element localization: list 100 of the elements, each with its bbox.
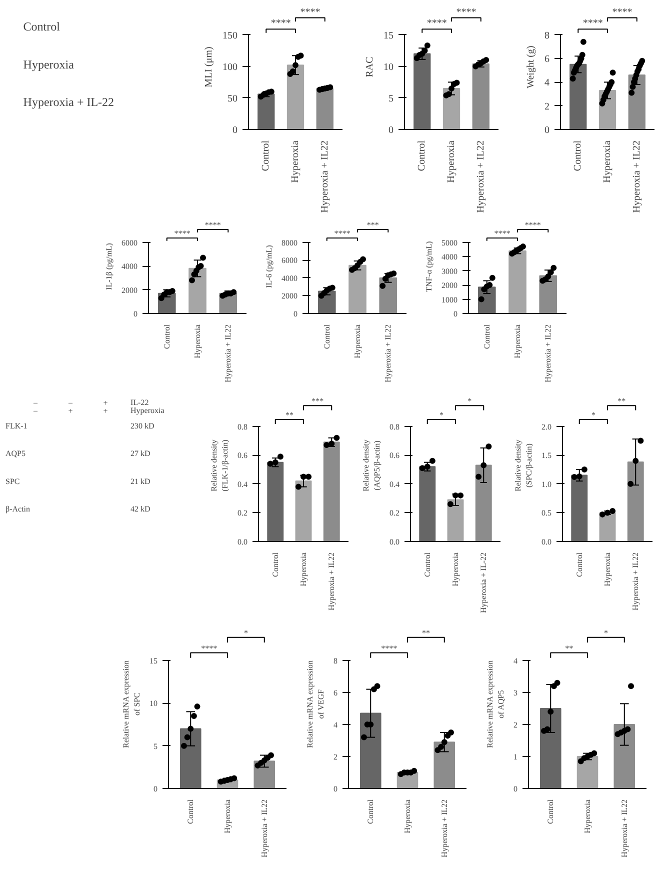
text: ****: [334, 229, 350, 238]
y-axis-title: Weight (g): [526, 46, 536, 88]
x-tick-label: Hyperoxia + IL22: [544, 324, 553, 382]
y-tick-label: 0: [454, 310, 458, 318]
x-tick-label: Hyperoxia + IL22: [327, 552, 336, 610]
y-tick-label: 1000: [442, 295, 458, 304]
x-tick-label: Hyperoxia: [446, 140, 457, 183]
x-tick-label: Control: [482, 324, 492, 349]
x-tick-label: Control: [322, 324, 332, 349]
x-tick-label: Hyperoxia: [223, 799, 232, 834]
y-tick-label: 0.0: [542, 538, 552, 546]
text: ****: [300, 6, 320, 18]
text: 230 kD: [130, 421, 154, 430]
y-tick-label: 0.5: [542, 508, 552, 518]
x-tick-label: Hyperoxia + IL22: [631, 552, 640, 610]
y-tick-label: 5000: [442, 238, 458, 248]
x-tick-label: Hyperoxia + IL22: [440, 800, 449, 858]
x-tick-label: Hyperoxia + IL22: [224, 324, 233, 382]
text: ****: [612, 6, 632, 18]
text: ****: [524, 220, 541, 230]
y-tick-label: 1.0: [542, 480, 552, 489]
y-tick-label: 8000: [282, 238, 298, 248]
x-tick-label: Control: [416, 140, 428, 172]
text: 27 kD: [130, 449, 150, 458]
x-tick-label: Hyperoxia + IL22: [384, 324, 393, 382]
y-tick-label: 0: [544, 125, 550, 136]
y-tick-label: 4: [514, 656, 518, 666]
text: *: [591, 410, 596, 420]
x-tick-label: Hyperoxia + IL22: [319, 140, 330, 213]
y-tick-label: 0: [232, 125, 238, 136]
y-tick-label: 2000: [122, 286, 138, 295]
x-tick-label: Control: [270, 552, 280, 577]
text: SPC: [6, 476, 20, 486]
text: ****: [174, 229, 190, 238]
x-tick-label: Hyperoxia: [451, 552, 460, 586]
y-tick-label: 0.6: [238, 451, 248, 460]
x-tick-label: Hyperoxia + IL22: [631, 140, 642, 213]
y-tick-label: 4000: [122, 262, 138, 272]
text: Hyperoxia: [23, 57, 75, 72]
text: **: [285, 410, 294, 420]
x-tick-label: Hyperoxia + IL-22: [479, 552, 488, 613]
y-axis-title: Relative mRNA expression of AQP5: [486, 660, 506, 748]
text: ****: [381, 644, 398, 653]
y-tick-label: 0.2: [390, 508, 400, 518]
text: ****: [426, 18, 447, 30]
text: –: [68, 398, 74, 408]
y-tick-label: 3000: [442, 266, 458, 276]
y-axis-title: Relative density (SPC/β-actin): [514, 440, 534, 492]
y-tick-label: 0.0: [238, 538, 248, 546]
text: 21 kD: [130, 476, 150, 486]
y-tick-label: 1: [514, 752, 518, 762]
y-tick-label: 0.4: [238, 480, 248, 489]
y-tick-label: 0.4: [390, 480, 400, 489]
x-tick-label: Hyperoxia + IL22: [475, 140, 486, 213]
x-tick-label: Hyperoxia: [513, 324, 522, 358]
y-tick-label: 0.8: [238, 422, 248, 432]
y-tick-label: 4: [544, 78, 550, 89]
text: ****: [204, 220, 221, 230]
text: –: [32, 398, 38, 408]
y-tick-label: 0: [154, 784, 158, 794]
x-tick-label: Control: [546, 798, 556, 824]
x-tick-label: Hyperoxia: [193, 324, 202, 358]
x-tick-label: Hyperoxia + IL22: [620, 800, 629, 858]
text: Control: [23, 20, 61, 34]
y-tick-label: 50: [228, 93, 238, 104]
y-axis-title: MLI (μm): [204, 46, 214, 88]
y-tick-label: 4: [334, 720, 338, 730]
text: ***: [366, 220, 379, 230]
x-tick-label: Hyperoxia: [583, 799, 592, 834]
y-tick-label: 6000: [122, 238, 138, 248]
y-tick-label: 8: [544, 30, 550, 42]
x-tick-label: Control: [186, 798, 196, 824]
text: 42 kD: [130, 504, 150, 514]
text: ***: [312, 396, 324, 406]
text: β-Actin: [6, 504, 30, 514]
y-tick-label: 0.2: [238, 508, 248, 518]
text: *: [468, 396, 472, 406]
y-axis-title: Relative density (FLK-1/β-actin): [210, 439, 230, 492]
text: ****: [494, 229, 510, 238]
text: +: [103, 406, 108, 416]
text: *: [439, 410, 444, 420]
x-tick-label: Hyperoxia: [353, 324, 362, 358]
text: IL-22: [130, 398, 149, 408]
y-tick-label: 6000: [282, 256, 298, 266]
y-tick-label: 5: [154, 742, 158, 751]
y-tick-label: 15: [384, 30, 394, 42]
y-axis-title: Relative density (AQP5/β-actin): [362, 440, 382, 492]
y-tick-label: 8: [334, 656, 338, 666]
y-tick-label: 0: [388, 125, 394, 136]
x-tick-label: Control: [366, 798, 376, 824]
y-axis-title: IL-1β (pg/mL): [104, 242, 114, 290]
text: Hyperoxia: [130, 406, 165, 416]
text: **: [565, 644, 574, 653]
y-axis-title: IL-6 (pg/mL): [264, 244, 274, 288]
y-tick-label: 100: [222, 62, 238, 73]
x-tick-label: Hyperoxia + IL22: [260, 800, 269, 858]
x-tick-label: Hyperoxia: [602, 140, 613, 183]
text: ****: [582, 18, 603, 30]
x-tick-label: Hyperoxia: [403, 799, 412, 834]
text: AQP5: [6, 449, 26, 458]
